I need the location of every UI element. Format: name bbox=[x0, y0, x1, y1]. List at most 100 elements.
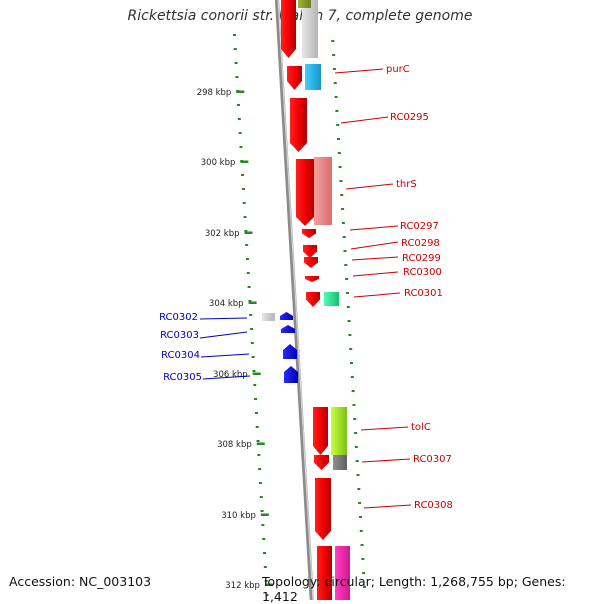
gene-label-rc0302[interactable]: RC0302 bbox=[159, 312, 198, 323]
leader-line bbox=[352, 271, 399, 277]
forward-gene-arrow bbox=[315, 478, 331, 540]
gene-label-rc0300[interactable]: RC0300 bbox=[403, 267, 442, 278]
gene-label-rc0308[interactable]: RC0308 bbox=[414, 500, 453, 511]
minor-tick-left bbox=[238, 132, 242, 134]
leader-line bbox=[200, 353, 250, 358]
minor-tick-left bbox=[258, 482, 262, 484]
minor-tick-left bbox=[263, 566, 267, 568]
minor-tick-left bbox=[233, 48, 237, 50]
gene-label-rc0303[interactable]: RC0303 bbox=[160, 330, 199, 341]
minor-tick-left bbox=[246, 272, 250, 274]
gene-label-rc0295[interactable]: RC0295 bbox=[390, 112, 429, 123]
major-tick bbox=[264, 583, 273, 586]
major-tick bbox=[256, 442, 265, 445]
minor-tick-left bbox=[239, 146, 243, 148]
leader-line bbox=[360, 426, 409, 431]
cog-block bbox=[314, 157, 332, 225]
minor-tick-right bbox=[349, 362, 353, 364]
minor-tick-left bbox=[245, 244, 249, 246]
leader-line bbox=[363, 504, 412, 509]
minor-tick-left bbox=[245, 258, 249, 260]
gene-label-rc0304[interactable]: RC0304 bbox=[161, 350, 200, 361]
minor-tick-left bbox=[247, 286, 251, 288]
kbp-tick-label: 306 kbp bbox=[213, 370, 248, 380]
cog-block bbox=[302, 0, 318, 58]
reverse-gene-arrow bbox=[283, 344, 297, 359]
minor-tick-right bbox=[354, 446, 358, 448]
minor-tick-right bbox=[352, 404, 356, 406]
kbp-tick-label: 308 kbp bbox=[217, 440, 252, 450]
minor-tick-left bbox=[252, 370, 256, 372]
kbp-tick-label: 304 kbp bbox=[209, 299, 244, 309]
minor-tick-left bbox=[260, 510, 264, 512]
leader-line bbox=[361, 458, 411, 463]
forward-gene-arrow bbox=[314, 455, 329, 470]
minor-tick-right bbox=[361, 558, 365, 560]
gene-label-rc0297[interactable]: RC0297 bbox=[400, 221, 439, 232]
minor-tick-left bbox=[265, 594, 269, 596]
gene-label-tolc[interactable]: tolC bbox=[411, 422, 431, 433]
leader-line bbox=[202, 375, 251, 380]
gene-label-rc0299[interactable]: RC0299 bbox=[402, 253, 441, 264]
minor-tick-left bbox=[241, 174, 245, 176]
forward-gene-arrow bbox=[306, 292, 320, 307]
minor-tick-right bbox=[355, 460, 359, 462]
minor-tick-left bbox=[263, 552, 267, 554]
cog-block bbox=[333, 455, 347, 470]
forward-gene-arrow bbox=[317, 546, 332, 600]
backbone-line bbox=[274, 0, 314, 600]
minor-tick-left bbox=[251, 356, 255, 358]
cog-block bbox=[298, 0, 311, 8]
gene-label-thrs[interactable]: thrS bbox=[396, 179, 417, 190]
minor-tick-right bbox=[339, 180, 343, 182]
cog-block bbox=[262, 313, 275, 321]
leader-line bbox=[199, 331, 248, 339]
leader-line bbox=[349, 225, 399, 231]
minor-tick-right bbox=[341, 208, 345, 210]
major-tick bbox=[240, 160, 249, 163]
gene-label-rc0305[interactable]: RC0305 bbox=[163, 372, 202, 383]
minor-tick-left bbox=[255, 426, 259, 428]
minor-tick-right bbox=[362, 572, 366, 574]
minor-tick-right bbox=[337, 138, 341, 140]
features-layer bbox=[262, 0, 350, 600]
forward-gene-arrow bbox=[287, 66, 302, 90]
minor-tick-left bbox=[248, 300, 252, 302]
minor-tick-right bbox=[358, 502, 362, 504]
minor-tick-right bbox=[334, 96, 338, 98]
tick-dots-layer bbox=[232, 34, 366, 596]
gene-label-rc0307[interactable]: RC0307 bbox=[413, 454, 452, 465]
minor-tick-left bbox=[259, 496, 263, 498]
kbp-tick-label: 298 kbp bbox=[197, 88, 232, 98]
minor-tick-left bbox=[254, 398, 258, 400]
minor-tick-right bbox=[332, 54, 336, 56]
minor-tick-left bbox=[261, 524, 265, 526]
minor-tick-left bbox=[258, 468, 262, 470]
kbp-tick-label: 302 kbp bbox=[205, 229, 240, 239]
minor-tick-left bbox=[237, 118, 241, 120]
leader-line bbox=[334, 68, 384, 74]
leader-lines-layer bbox=[199, 68, 412, 509]
minor-tick-left bbox=[237, 104, 241, 106]
minor-tick-right bbox=[362, 586, 366, 588]
minor-tick-right bbox=[341, 222, 345, 224]
gene-labels-layer: purC RC0295 thrS RC0297 RC0298 RC0299 RC0300 RC… bbox=[159, 64, 453, 511]
forward-gene-arrow bbox=[313, 407, 328, 455]
minor-tick-left bbox=[244, 230, 248, 232]
forward-gene-arrow bbox=[302, 229, 316, 238]
leader-line bbox=[345, 183, 394, 190]
minor-tick-right bbox=[345, 278, 349, 280]
forward-gene-arrow bbox=[296, 159, 314, 226]
gene-label-purc[interactable]: purC bbox=[386, 64, 410, 75]
leader-line bbox=[350, 241, 399, 250]
cog-block bbox=[305, 64, 321, 90]
minor-tick-left bbox=[234, 62, 238, 64]
minor-tick-left bbox=[235, 76, 239, 78]
gene-label-rc0298[interactable]: RC0298 bbox=[401, 238, 440, 249]
minor-tick-right bbox=[358, 516, 362, 518]
leader-line bbox=[353, 292, 401, 298]
reverse-gene-arrow bbox=[281, 325, 295, 333]
minor-tick-right bbox=[338, 166, 342, 168]
gene-label-rc0301[interactable]: RC0301 bbox=[404, 288, 443, 299]
reverse-gene-arrow bbox=[280, 312, 293, 320]
